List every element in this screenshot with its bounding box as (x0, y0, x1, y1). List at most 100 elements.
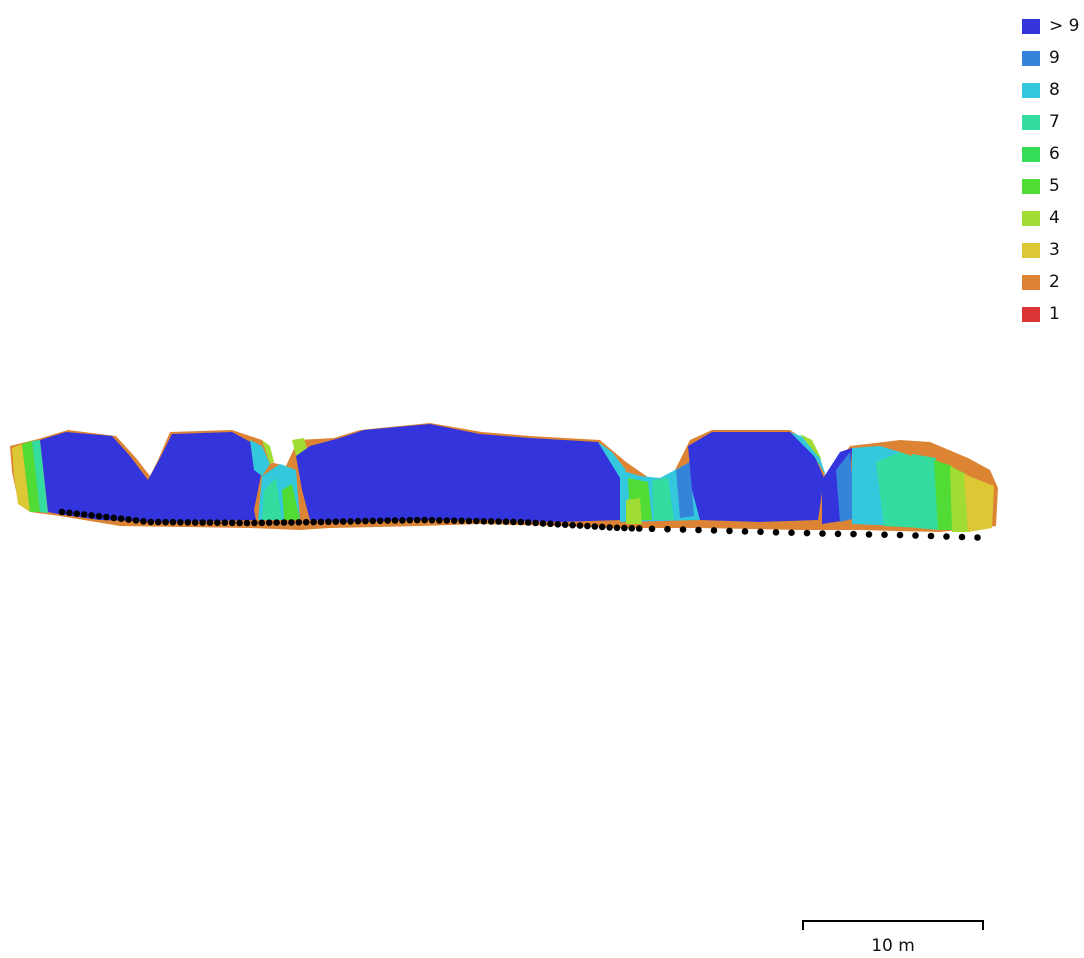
legend-swatch (1022, 146, 1040, 162)
camera-position-dot (927, 532, 935, 540)
camera-position-dot (199, 519, 206, 526)
camera-position-dot (295, 519, 303, 526)
camera-position-dot (428, 516, 436, 524)
zone-left-edge-green (22, 441, 40, 512)
camera-position-dot (834, 530, 842, 538)
zone-right-lightblue (836, 452, 856, 522)
camera-position-dot (576, 522, 584, 529)
zone-gap-1-teal (262, 478, 282, 520)
camera-position-dot (532, 519, 539, 527)
camera-position-dot (679, 526, 687, 533)
camera-position-dot (502, 518, 510, 525)
legend-label: 8 (1049, 79, 1060, 100)
camera-position-dot (436, 517, 443, 524)
camera-position-dot (912, 532, 919, 539)
camera-position-dot (362, 517, 369, 525)
legend-label: 4 (1049, 207, 1060, 228)
camera-position-dot (896, 531, 904, 539)
camera-position-dot (221, 519, 229, 526)
camera-position-dot (480, 518, 488, 525)
zone-right-teal-b (912, 454, 940, 530)
camera-position-dot (458, 517, 465, 525)
camera-position-dot (169, 518, 177, 526)
legend-label: 7 (1049, 111, 1060, 132)
camera-position-dot (473, 517, 480, 525)
camera-position-dot (465, 517, 473, 525)
camera-position-dot (236, 519, 243, 527)
legend-swatch (1022, 210, 1040, 226)
camera-position-dot (547, 520, 554, 528)
zone-left-edge-yellow (12, 444, 30, 512)
camera-position-dot (391, 517, 399, 524)
legend-swatch (1022, 18, 1040, 34)
camera-position-dot (228, 519, 236, 527)
legend-item-6: 6 (1022, 138, 1084, 170)
camera-position-dot (317, 518, 325, 526)
camera-position-dot (598, 523, 606, 531)
camera-position-dot (413, 516, 421, 524)
camera-position-dot (881, 531, 888, 538)
zone-gap-2-teal (652, 478, 674, 520)
zone-block-1 (40, 432, 262, 522)
legend-item-9: 9 (1022, 42, 1084, 74)
camera-position-dot (726, 527, 733, 535)
camera-position-dot (369, 517, 377, 525)
camera-position-dot (58, 508, 66, 516)
camera-position-dot (154, 518, 162, 526)
camera-position-dot (95, 512, 103, 520)
camera-position-dot (635, 525, 643, 532)
camera-position-dot (117, 515, 125, 522)
legend-item-5: 5 (1022, 170, 1084, 202)
camera-position-dot (450, 517, 458, 524)
camera-position-dot (974, 534, 981, 541)
camera-position-dot (850, 530, 857, 538)
camera-position-dot (788, 529, 795, 536)
zone-rim-1b (262, 440, 274, 464)
camera-position-dot (184, 519, 192, 526)
camera-position-dot (258, 519, 266, 527)
zone-right-yellow (964, 474, 994, 532)
legend-swatch (1022, 242, 1040, 258)
legend-item-4: 4 (1022, 202, 1084, 234)
legend-item-3: 3 (1022, 234, 1084, 266)
camera-position-dot (73, 510, 81, 517)
camera-position-dot (191, 519, 199, 526)
camera-position-dot (103, 513, 110, 521)
camera-position-dot (384, 517, 391, 524)
camera-position-dot (66, 509, 73, 517)
camera-position-dot (88, 512, 95, 519)
zone-block-3 (688, 432, 824, 522)
camera-position-dot (741, 528, 749, 535)
legend-label: 2 (1049, 271, 1060, 292)
camera-position-dot (110, 514, 118, 522)
camera-position-dot (302, 518, 310, 526)
camera-position-dot (443, 517, 451, 524)
scale-bar-label: 10 m (871, 936, 915, 956)
scale-bar-line (802, 920, 984, 930)
camera-position-dot (584, 522, 591, 530)
legend-swatch (1022, 306, 1040, 322)
camera-position-dot (332, 518, 340, 525)
camera-position-dot (288, 519, 295, 526)
camera-position-dot (273, 519, 280, 526)
camera-position-dot (803, 529, 811, 537)
camera-position-dot (280, 519, 288, 526)
legend-label: 6 (1049, 143, 1060, 164)
camera-position-dot (206, 519, 214, 526)
camera-position-dot (517, 518, 525, 526)
camera-position-dot (399, 517, 406, 524)
legend-swatch (1022, 50, 1040, 66)
camera-position-dot (621, 524, 628, 532)
legend-swatch (1022, 82, 1040, 98)
camera-position-dot (243, 519, 251, 527)
camera-position-dot (561, 521, 569, 528)
legend-swatch (1022, 114, 1040, 130)
camera-position-dot (664, 525, 671, 533)
camera-position-dot (421, 516, 428, 524)
zone-block-3-rim-b (800, 434, 822, 460)
camera-position-dot (569, 521, 576, 529)
camera-position-dot (554, 521, 562, 528)
camera-position-dot (710, 527, 718, 534)
camera-position-dot (354, 517, 362, 525)
